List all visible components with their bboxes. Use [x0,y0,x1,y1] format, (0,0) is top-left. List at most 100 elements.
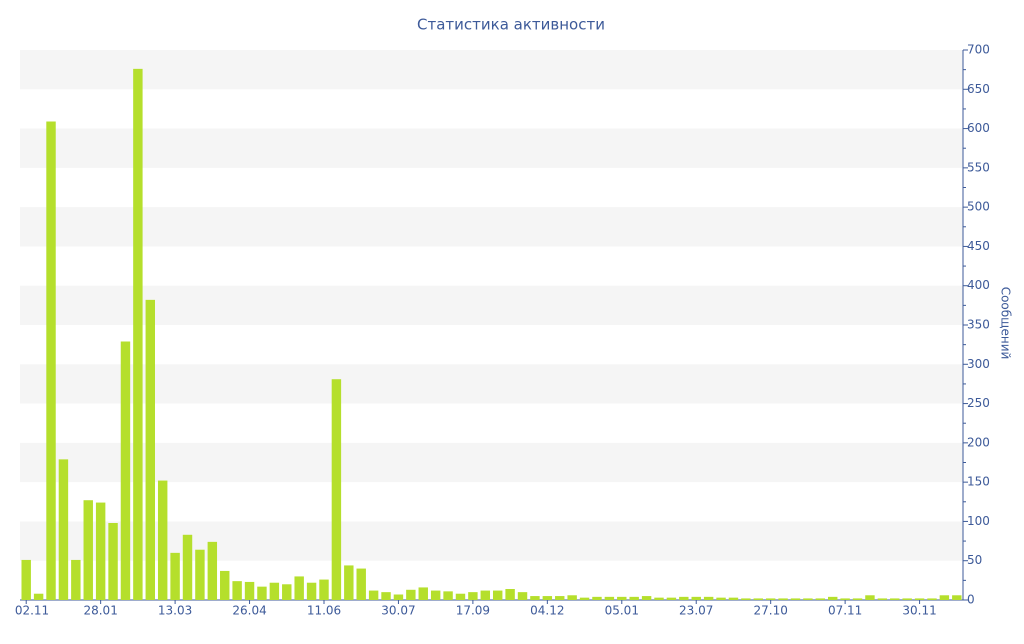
y-tick-label: 400 [967,278,990,292]
bar [220,570,230,600]
bar [455,593,466,600]
bar [207,541,218,600]
y-tick-label: 450 [967,239,990,253]
x-tick-label: 13.03 [158,604,192,618]
bar [815,598,826,600]
y-tick-label: 500 [967,200,990,214]
bar [120,341,131,600]
y-tick-label: 700 [967,43,990,57]
bar [641,596,652,600]
bar [393,594,404,600]
bar [567,595,577,600]
bar [443,591,453,600]
bar [617,596,627,600]
bar [753,598,763,600]
x-tick-label: 30.07 [381,604,415,618]
grid-band [20,285,963,325]
bar [691,596,701,600]
bar [666,597,677,600]
bar [282,584,292,600]
bar [592,596,602,600]
bar [170,552,180,600]
bar [269,582,280,600]
bar [865,595,875,600]
bar [319,579,329,600]
y-tick-label: 150 [967,475,990,489]
bar [368,590,379,600]
y-tick-label: 300 [967,357,990,371]
y-tick-label: 100 [967,514,990,528]
bar [468,592,478,600]
y-tick-label: 50 [967,553,982,567]
grid-band [20,442,963,483]
bar [654,597,664,600]
bar [406,589,416,600]
x-tick-label: 17.09 [456,604,490,618]
y-tick-label: 250 [967,396,990,410]
bar [542,596,553,600]
bar [579,597,590,600]
bar [703,596,714,600]
bar [294,576,304,600]
chart-title: Статистика активности [417,16,605,34]
y-tick-label: 650 [967,82,990,96]
x-tick-label: 30.11 [902,604,936,618]
bar [765,598,776,600]
y-tick-label: 200 [967,435,990,449]
x-tick-label: 27.10 [753,604,787,618]
bar [33,593,44,600]
bar [952,595,962,600]
bar [902,598,912,600]
bar [716,597,726,600]
grid-band [20,128,963,168]
bar [257,586,267,600]
bar [182,534,193,600]
x-tick-label: 04.12 [530,604,564,618]
bar [939,595,950,600]
bar [195,549,205,600]
bar [728,597,739,600]
bar [741,598,751,600]
bar [21,559,31,600]
bar [778,598,788,600]
grid-band [20,207,963,247]
bar [877,598,888,600]
y-tick-label: 0 [967,593,975,607]
bar [530,596,540,600]
x-tick-label: 23.07 [679,604,713,618]
bar [145,299,155,600]
bar [927,598,937,600]
bar [517,592,528,600]
x-tick-label: 07.11 [828,604,862,618]
bar [790,598,801,600]
bar [840,598,850,600]
y-tick-label: 550 [967,160,990,174]
bar [58,459,69,600]
bar [890,598,900,600]
y-axis-label: Сообщений [999,287,1013,360]
bar [344,565,354,600]
bar [356,568,366,600]
grid-band [20,50,963,90]
bar [232,581,242,600]
bar [133,68,143,601]
bar [679,596,689,600]
x-tick-label: 05.01 [605,604,639,618]
grid-band [20,364,963,404]
bar [914,598,925,600]
bar [331,379,342,600]
bar [71,559,81,600]
x-tick-label: 11.06 [307,604,341,618]
bar [852,598,863,600]
bar [244,581,255,600]
bar [418,587,428,600]
bar [83,500,93,600]
x-tick-label: 28.01 [83,604,117,618]
bar [381,592,391,600]
bar [492,590,503,600]
y-tick-label: 350 [967,318,990,332]
bar [108,523,118,600]
bar [505,589,515,600]
x-tick-label: 26.04 [232,604,266,618]
